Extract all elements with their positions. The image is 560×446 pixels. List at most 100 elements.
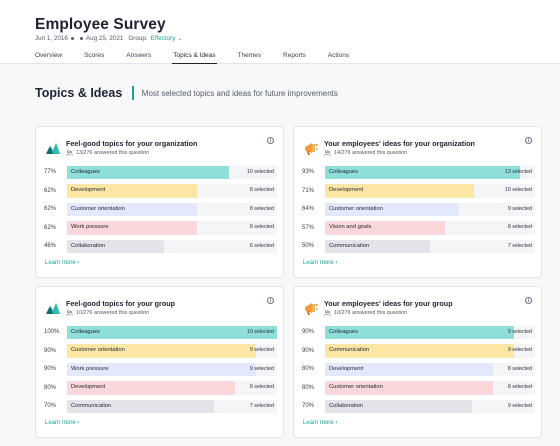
topic-label: Customer orientation: [71, 347, 125, 353]
chevron-right-icon: ›: [333, 260, 338, 266]
topic-label: Vision and goals: [329, 224, 372, 230]
group-label: Group:: [128, 35, 148, 42]
topic-label: Collaboration: [71, 242, 106, 249]
topic-selected-count: 8 selected: [249, 224, 274, 230]
topic-selected-count: 9 selected: [507, 402, 532, 409]
topic-row: 62% Customer orientation 8 selected: [44, 200, 277, 219]
topic-bar-fill: [67, 325, 277, 339]
topic-selected-count: 7 selected: [507, 242, 532, 249]
topic-percent: 90%: [44, 347, 57, 354]
topic-selected-count: 10 selected: [246, 168, 274, 175]
topic-selected-count: 8 selected: [249, 187, 274, 193]
people-icon: [66, 310, 73, 316]
topic-row: 77% Colleagues 10 selected: [44, 163, 277, 182]
topic-bar-fill: [325, 362, 493, 376]
topic-selected-count: 8 selected: [249, 205, 274, 212]
tab-themes[interactable]: Themes: [237, 52, 262, 59]
topic-row: 62% Development 8 selected: [44, 182, 277, 201]
topic-bar-fill: [325, 325, 514, 339]
topic-bar-track: Development 8 selected: [67, 184, 277, 198]
tab-scores[interactable]: Scores: [84, 52, 105, 59]
chevron-right-icon: ›: [75, 420, 80, 426]
card-title: Your employees' ideas for your organizat…: [324, 139, 475, 148]
topic-bar-fill: [325, 202, 460, 216]
topic-label: Development: [329, 187, 364, 193]
topic-list: 77% Colleagues 10 selected 62% Development 8 …: [44, 163, 277, 256]
topic-percent: 77%: [44, 169, 57, 176]
people-icon: [66, 150, 73, 156]
topic-label: Customer orientation: [329, 205, 383, 212]
topic-label: Communication: [329, 242, 370, 249]
topic-bar-fill: [67, 184, 198, 198]
tab-answers[interactable]: Answers: [126, 52, 152, 59]
topic-bar-track: Colleagues 9 selected: [325, 325, 535, 339]
topic-percent: 64%: [302, 206, 315, 213]
topic-selected-count: 10 selected: [504, 187, 532, 193]
section-divider: [132, 86, 134, 100]
topic-percent: 80%: [302, 384, 315, 391]
topic-percent: 50%: [302, 243, 315, 250]
learn-more-link[interactable]: Learn more ›: [45, 260, 79, 266]
learn-more-label: Learn more: [45, 420, 76, 426]
learn-more-label: Learn more: [45, 260, 76, 266]
topic-bar-track: Colleagues 13 selected: [325, 165, 535, 179]
topic-bar-track: Colleagues 10 selected: [67, 325, 277, 339]
ideas-megaphone-icon: [303, 140, 319, 156]
topic-selected-count: 8 selected: [507, 365, 532, 372]
topic-bar-fill: [325, 381, 493, 395]
topic-percent: 71%: [302, 187, 315, 194]
tab-overview[interactable]: Overview: [35, 52, 63, 59]
topic-row: 57% Vision and goals 8 selected: [302, 219, 535, 238]
topic-percent: 70%: [44, 403, 57, 410]
topic-selected-count: 9 selected: [507, 205, 532, 212]
topic-row: 100% Colleagues 10 selected: [44, 323, 277, 342]
date-start: Jun 1, 2016: [35, 35, 68, 42]
topic-bar-track: Customer orientation 8 selected: [67, 202, 277, 216]
topic-label: Work pressure: [71, 224, 109, 230]
topic-row: 80% Development 8 selected: [44, 379, 277, 398]
chevron-right-icon: ›: [333, 420, 338, 426]
topic-row: 70% Communication 7 selected: [44, 397, 277, 416]
info-icon[interactable]: i: [267, 137, 274, 144]
card-title: Feel-good topics for your organization: [66, 139, 198, 148]
topic-label: Collaboration: [329, 402, 364, 409]
topic-row: 46% Collaboration 6 selected: [44, 237, 277, 256]
info-icon[interactable]: i: [525, 297, 532, 304]
chevron-down-icon[interactable]: ⌄: [177, 36, 183, 42]
topic-selected-count: 8 selected: [249, 384, 274, 390]
group-selector[interactable]: Effectory: [150, 35, 176, 42]
date-dot-icon: [79, 37, 83, 40]
topic-percent: 80%: [44, 384, 57, 391]
topic-percent: 93%: [302, 169, 315, 176]
topic-row: 50% Communication 7 selected: [302, 237, 535, 256]
topic-label: Colleagues: [329, 168, 359, 175]
topic-bar-track: Development 8 selected: [67, 381, 277, 395]
answered-text: 13/276 answered this question: [76, 150, 150, 156]
topic-list: 93% Colleagues 13 selected 71% Development 10…: [302, 163, 535, 256]
topic-row: 71% Development 10 selected: [302, 182, 535, 201]
learn-more-link[interactable]: Learn more ›: [303, 260, 337, 266]
topic-bar-fill: [67, 239, 164, 253]
topic-bar-fill: [325, 165, 521, 179]
topic-list: 90% Colleagues 9 selected 90% Communication 9…: [302, 323, 535, 416]
topic-selected-count: 9 selected: [507, 328, 532, 335]
info-icon[interactable]: i: [267, 297, 274, 304]
topic-bar-track: Vision and goals 8 selected: [325, 221, 535, 235]
tab-actions[interactable]: Actions: [327, 52, 350, 59]
topic-label: Development: [71, 187, 106, 193]
tab-reports[interactable]: Reports: [283, 52, 306, 59]
learn-more-link[interactable]: Learn more ›: [303, 420, 337, 426]
topic-bar-track: Collaboration 9 selected: [325, 399, 535, 413]
topic-bar-track: Communication 7 selected: [325, 239, 535, 253]
learn-more-link[interactable]: Learn more ›: [45, 420, 79, 426]
topic-percent: 46%: [44, 243, 57, 250]
info-icon[interactable]: i: [525, 137, 532, 144]
chevron-right-icon: ›: [75, 260, 80, 266]
topic-bar-track: Colleagues 10 selected: [67, 165, 277, 179]
topic-card: Your employees' ideas for your group 10/2…: [293, 286, 542, 438]
card-answered-count: 10/276 answered this question: [324, 310, 407, 316]
topic-bar-track: Customer orientation 9 selected: [325, 202, 535, 216]
topic-bar-track: Development 10 selected: [325, 184, 535, 198]
tab-topics-ideas[interactable]: Topics & Ideas: [172, 52, 237, 64]
topic-card: Feel-good topics for your group 10/276 an…: [35, 286, 284, 438]
